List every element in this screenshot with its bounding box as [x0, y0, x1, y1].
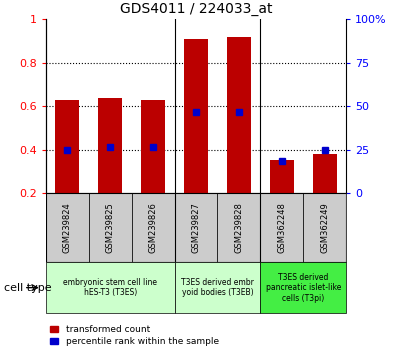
Bar: [227, 37, 251, 193]
Bar: [313, 154, 337, 193]
Text: T3ES derived
pancreatic islet-like
cells (T3pi): T3ES derived pancreatic islet-like cells…: [265, 273, 341, 303]
Text: GSM239825: GSM239825: [105, 202, 115, 253]
Bar: [98, 98, 122, 193]
Bar: [89, 193, 132, 262]
Bar: [217, 193, 260, 262]
Bar: [175, 262, 260, 313]
Bar: [132, 193, 175, 262]
Bar: [46, 262, 175, 313]
Text: GSM239827: GSM239827: [191, 202, 201, 253]
Text: GSM239824: GSM239824: [63, 202, 72, 253]
Bar: [184, 39, 208, 193]
Text: embryonic stem cell line
hES-T3 (T3ES): embryonic stem cell line hES-T3 (T3ES): [63, 278, 157, 297]
Text: cell type: cell type: [4, 282, 52, 293]
Bar: [141, 100, 165, 193]
Bar: [260, 193, 303, 262]
Bar: [303, 193, 346, 262]
Bar: [55, 100, 79, 193]
Text: GSM362248: GSM362248: [277, 202, 287, 253]
Bar: [46, 193, 89, 262]
Text: GSM362249: GSM362249: [320, 202, 329, 253]
Bar: [175, 193, 217, 262]
Title: GDS4011 / 224033_at: GDS4011 / 224033_at: [120, 2, 272, 16]
Text: T3ES derived embr
yoid bodies (T3EB): T3ES derived embr yoid bodies (T3EB): [181, 278, 254, 297]
Bar: [260, 262, 346, 313]
Bar: [270, 160, 294, 193]
Text: GSM239828: GSM239828: [234, 202, 244, 253]
Legend: transformed count, percentile rank within the sample: transformed count, percentile rank withi…: [50, 325, 219, 346]
Text: GSM239826: GSM239826: [148, 202, 158, 253]
